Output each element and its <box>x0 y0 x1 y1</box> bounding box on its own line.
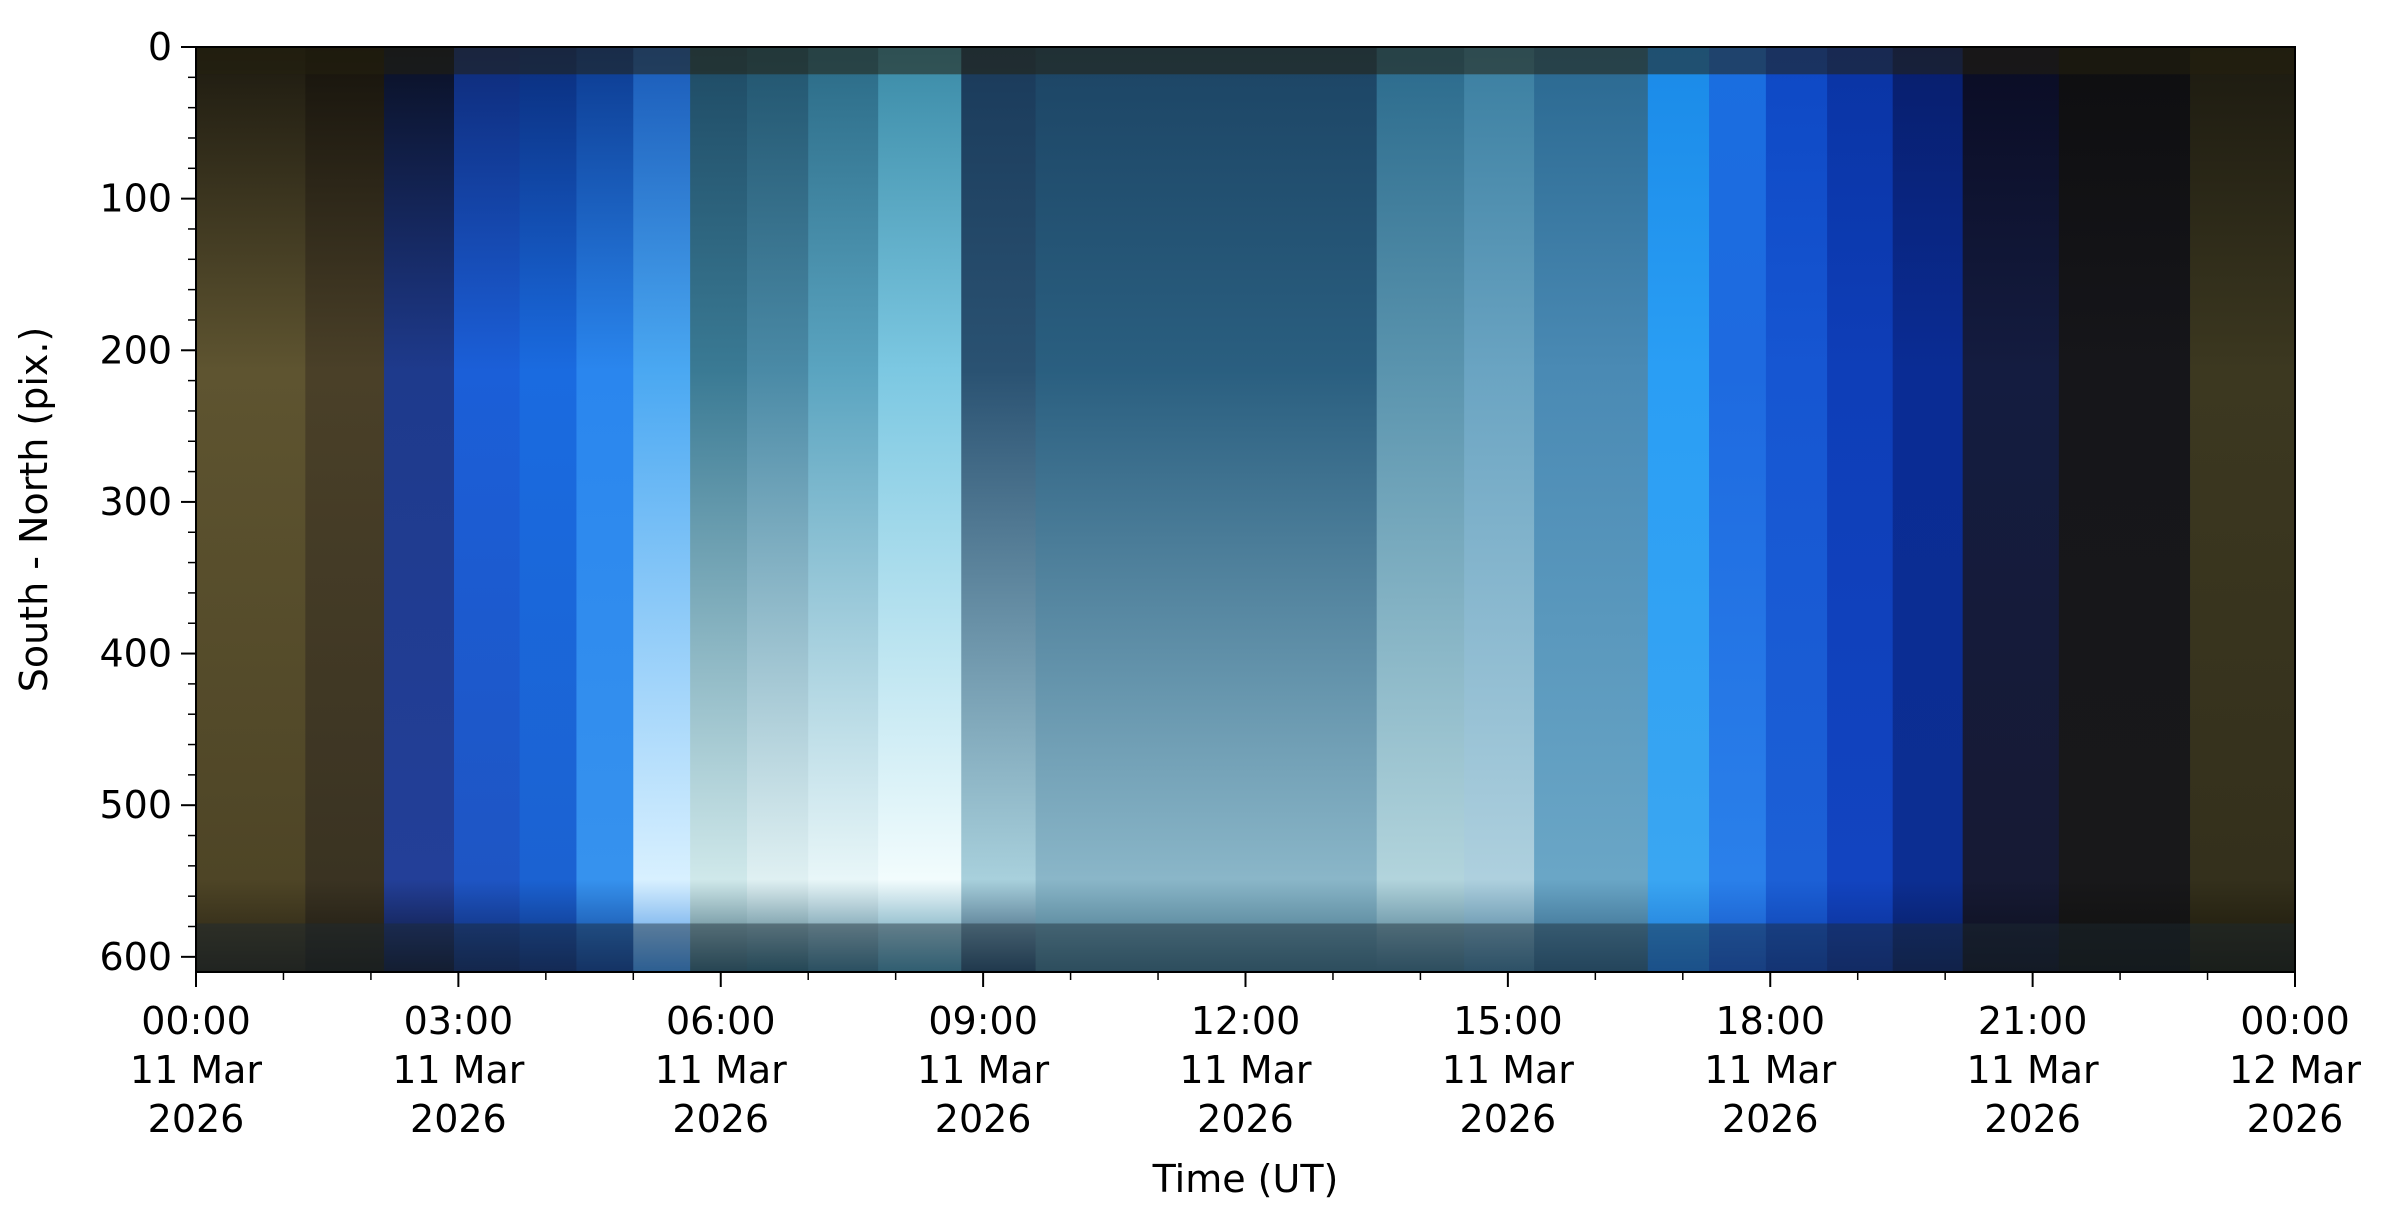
keogram-segment <box>196 47 306 972</box>
keogram-segment <box>746 47 809 972</box>
x-tick-label: 15:00 11 Mar 2026 <box>1442 999 1575 1141</box>
keogram-segment <box>961 47 1037 972</box>
x-tick-label: 00:00 11 Mar 2026 <box>130 999 263 1141</box>
x-tick-label: 21:00 11 Mar 2026 <box>1967 999 2100 1141</box>
keogram-segment <box>808 47 879 972</box>
keogram-segment <box>1892 47 1964 972</box>
keogram-segment <box>1709 47 1767 972</box>
keogram-image <box>196 47 2296 972</box>
y-tick-label: 200 <box>99 328 172 372</box>
y-tick-label: 300 <box>99 480 172 524</box>
bottom-band <box>196 923 2295 972</box>
y-axis-title: South - North (pix.) <box>12 327 56 693</box>
keogram-segment <box>1376 47 1465 972</box>
keogram-segment <box>576 47 634 972</box>
x-tick-label: 03:00 11 Mar 2026 <box>392 999 525 1141</box>
keogram-segment <box>1765 47 1828 972</box>
x-tick-label: 12:00 11 Mar 2026 <box>1179 999 1312 1141</box>
x-axis: 00:00 11 Mar 2026 03:00 11 Mar 2026 06:00 11 Ma… <box>130 972 2362 1141</box>
keogram-segment <box>1827 47 1894 972</box>
y-tick-label: 0 <box>148 25 172 69</box>
x-tick-label: 09:00 11 Mar 2026 <box>917 999 1050 1141</box>
keogram-segment <box>305 47 385 972</box>
keogram-segments <box>196 47 2296 972</box>
keogram-segment <box>2190 47 2296 972</box>
keogram-segment <box>384 47 455 972</box>
keogram-segment <box>633 47 691 972</box>
keogram-segment <box>519 47 577 972</box>
keogram-segment <box>2058 47 2191 972</box>
y-tick-label: 600 <box>99 935 172 979</box>
keogram-segment <box>1962 47 2060 972</box>
keogram-segment <box>690 47 748 972</box>
y-tick-label: 500 <box>99 783 172 827</box>
keogram-segment <box>1464 47 1535 972</box>
keogram-segment <box>1035 47 1378 972</box>
keogram-segment <box>1647 47 1710 972</box>
x-tick-label: 00:00 12 Mar 2026 <box>2229 999 2362 1141</box>
top-band <box>196 47 2295 75</box>
x-axis-title: Time (UT) <box>1152 1157 1339 1201</box>
keogram-segment <box>878 47 962 972</box>
keogram-segment <box>1534 47 1649 972</box>
keogram-bands <box>196 47 2295 972</box>
x-tick-label: 18:00 11 Mar 2026 <box>1704 999 1837 1141</box>
keogram-segment <box>454 47 521 972</box>
x-tick-label: 06:00 11 Mar 2026 <box>655 999 788 1141</box>
y-tick-label: 100 <box>99 177 172 221</box>
y-axis: 0 100 200 300 400 500 600 <box>99 25 196 979</box>
y-tick-label: 400 <box>99 632 172 676</box>
